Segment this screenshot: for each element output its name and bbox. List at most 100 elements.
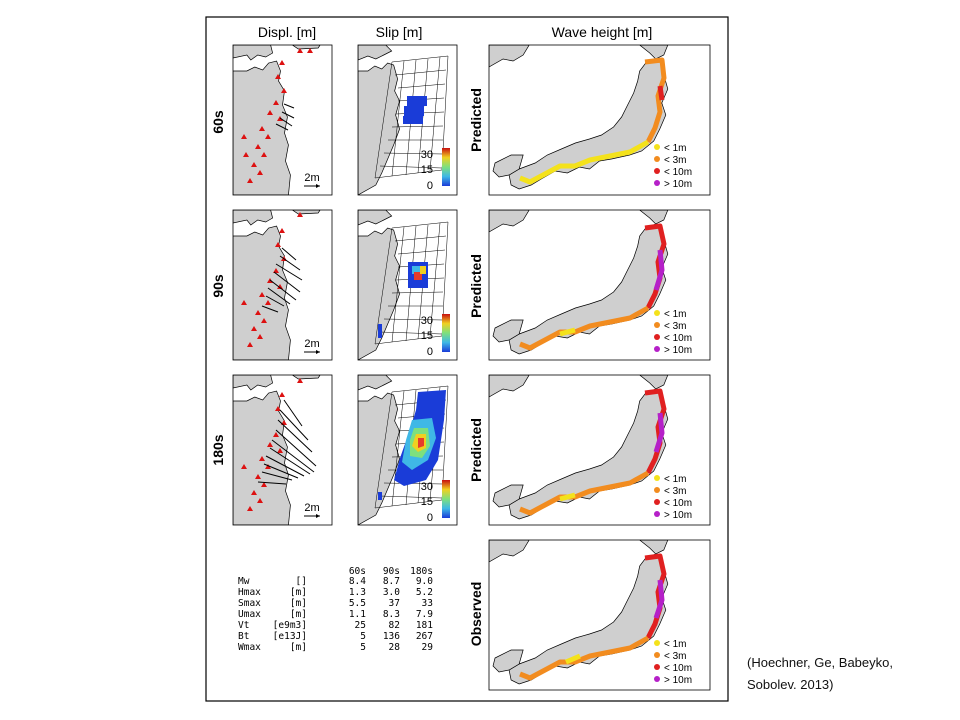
table-header: 180s: [410, 566, 433, 577]
table-row: Smax [m] 5.5 37 33: [238, 598, 433, 609]
coastline-wave-band: [644, 57, 667, 144]
colorbar-tick: 15: [421, 330, 433, 342]
svg-text:[e13J]: [e13J]: [273, 631, 307, 642]
svg-text:Bt: Bt: [238, 631, 249, 642]
svg-text:> 10m: > 10m: [664, 179, 692, 190]
svg-text:Mw: Mw: [238, 576, 250, 587]
table-row: Umax [m] 1.1 8.3 7.9: [238, 609, 433, 620]
svg-text:5: 5: [360, 631, 366, 642]
citation: (Hoechner, Ge, Babeyko, Sobolev. 2013): [747, 652, 947, 696]
svg-text:[e9m3]: [e9m3]: [273, 620, 307, 631]
row-time-label: 60s: [210, 110, 226, 134]
row-180s: 180s 2m: [210, 374, 711, 526]
svg-text:9.0: 9.0: [416, 576, 433, 587]
svg-text:< 1m: < 1m: [664, 309, 687, 320]
table-header: 60s: [349, 566, 366, 577]
colorbar-tick: 30: [421, 149, 433, 161]
row-time-label: 180s: [210, 434, 226, 465]
svg-text:33: 33: [422, 598, 433, 609]
svg-text:[m]: [m]: [290, 598, 307, 609]
displacement-arrows: [257, 399, 317, 485]
displacement-arrows: [261, 247, 303, 313]
slip-patch: [403, 96, 427, 124]
svg-text:1.1: 1.1: [349, 609, 366, 620]
table-row: Hmax [m] 1.3 3.0 5.2: [238, 587, 433, 598]
svg-text:Hmax: Hmax: [238, 587, 261, 598]
svg-text:3.0: 3.0: [383, 587, 400, 598]
colorbar-tick: 15: [421, 164, 433, 176]
svg-text:37: 37: [389, 598, 400, 609]
column-title-displ: Displ. [m]: [258, 24, 316, 40]
slip-map: 30 15 0: [357, 374, 458, 526]
row-observed: Observed < 1m < 3m < 10m > 10m: [468, 539, 711, 691]
wave-legend: < 1m < 3m < 10m > 10m: [654, 309, 692, 356]
table-row: Mw [] 8.4 8.7 9.0: [238, 576, 433, 587]
slip-colorbar: [442, 148, 450, 186]
svg-text:> 10m: > 10m: [664, 345, 692, 356]
svg-text:Wmax: Wmax: [238, 642, 261, 653]
wave-height-map: Predicted < 1m < 3m < 10m > 10m: [468, 209, 711, 361]
row-60s: 60s 2m: [210, 44, 711, 196]
svg-text:25: 25: [355, 620, 366, 631]
row-model-label: Observed: [468, 582, 484, 647]
station-markers: [241, 378, 303, 511]
svg-text:< 1m: < 1m: [664, 474, 687, 485]
svg-text:> 10m: > 10m: [664, 510, 692, 521]
wave-legend: < 1m < 3m < 10m > 10m: [654, 143, 692, 190]
scale-arrow-label: 2m: [304, 172, 319, 184]
svg-text:[m]: [m]: [290, 587, 307, 598]
summary-table: 60s 90s 180s Mw [] 8.4 8.7 9.0 Hmax [m] …: [238, 566, 433, 653]
svg-text:29: 29: [422, 642, 434, 653]
table-row: Vt [e9m3] 25 82 181: [238, 620, 433, 631]
slip-colorbar: [442, 314, 450, 352]
svg-text:[m]: [m]: [290, 609, 307, 620]
row-time-label: 90s: [210, 274, 226, 298]
slip-map: 30 15 0: [357, 44, 458, 196]
svg-text:< 10m: < 10m: [664, 333, 692, 344]
svg-text:Vt: Vt: [238, 620, 249, 631]
svg-text:< 10m: < 10m: [664, 167, 692, 178]
displacement-map: 2m: [232, 374, 333, 526]
table-row: Wmax [m] 5 28 29: [238, 642, 433, 653]
svg-text:[]: []: [296, 576, 307, 587]
row-model-label: Predicted: [468, 88, 484, 152]
table-row: Bt [e13J] 5 136 267: [238, 631, 433, 642]
wave-legend: < 1m < 3m < 10m > 10m: [654, 474, 692, 521]
svg-text:8.7: 8.7: [383, 576, 400, 587]
svg-text:< 3m: < 3m: [664, 155, 687, 166]
column-title-wave: Wave height [m]: [552, 24, 653, 40]
wave-height-map: Observed < 1m < 3m < 10m > 10m: [468, 539, 711, 691]
svg-text:8.4: 8.4: [349, 576, 366, 587]
svg-text:181: 181: [416, 620, 433, 631]
scale-arrow-label: 2m: [304, 502, 319, 514]
colorbar-tick: 0: [427, 512, 433, 524]
displacement-map: 2m: [232, 44, 333, 196]
colorbar-tick: 30: [421, 315, 433, 327]
svg-text:1.3: 1.3: [349, 587, 366, 598]
colorbar-tick: 0: [427, 346, 433, 358]
row-model-label: Predicted: [468, 254, 484, 318]
svg-text:Umax: Umax: [238, 609, 261, 620]
wave-legend: < 1m < 3m < 10m > 10m: [654, 639, 692, 686]
svg-text:28: 28: [389, 642, 401, 653]
slip-map: 30 15 0: [357, 209, 458, 361]
svg-text:7.9: 7.9: [416, 609, 433, 620]
displacement-arrows: [275, 103, 295, 131]
row-model-label: Predicted: [468, 418, 484, 482]
slip-patch: [378, 390, 446, 500]
colorbar-tick: 15: [421, 496, 433, 508]
svg-text:5.2: 5.2: [416, 587, 433, 598]
svg-text:< 3m: < 3m: [664, 651, 687, 662]
svg-text:8.3: 8.3: [383, 609, 400, 620]
wave-height-map: Predicted < 1m < 3m < 10m > 10m: [468, 44, 711, 196]
svg-text:[m]: [m]: [290, 642, 307, 653]
wave-height-map: Predicted < 1m < 3m < 10m > 10m: [468, 374, 711, 526]
displacement-map: 2m: [232, 209, 333, 361]
scale-arrow-label: 2m: [304, 338, 319, 350]
svg-text:5: 5: [360, 642, 366, 653]
slip-colorbar: [442, 480, 450, 518]
svg-text:136: 136: [383, 631, 400, 642]
citation-line: (Hoechner, Ge, Babeyko,: [747, 655, 893, 670]
colorbar-tick: 30: [421, 481, 433, 493]
